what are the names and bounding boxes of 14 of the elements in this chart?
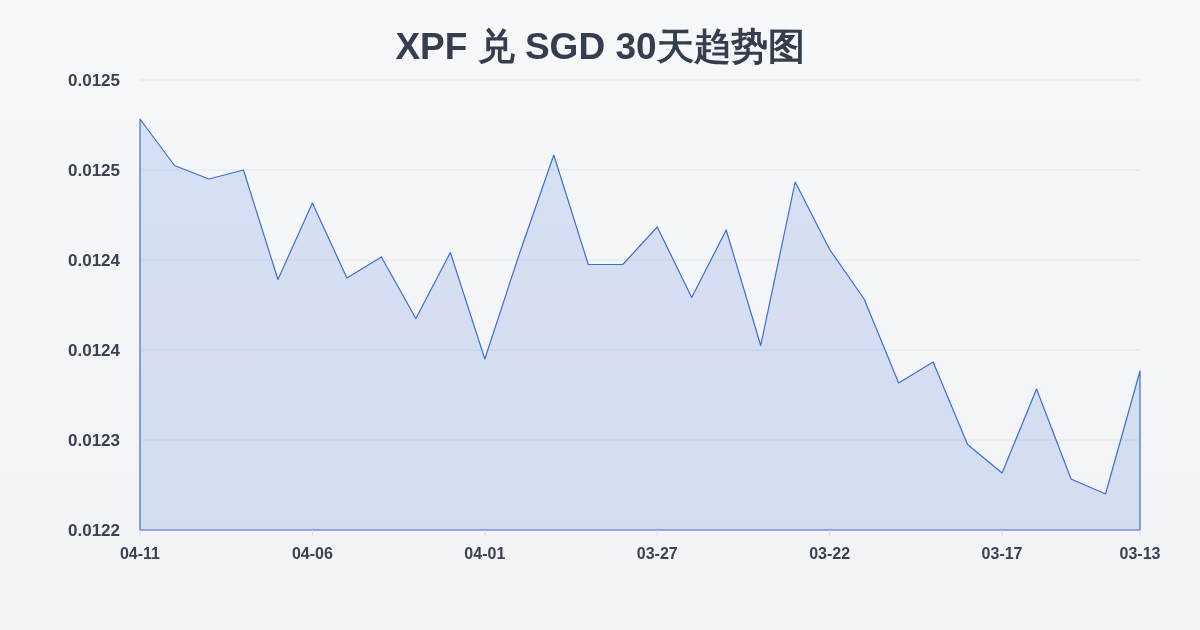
x-tick-label: 04-06 [291, 544, 333, 562]
x-tick-label: 03-27 [636, 544, 678, 562]
x-tick-label: 03-17 [981, 544, 1023, 562]
y-tick-label: 0.0124 [68, 340, 121, 360]
chart-title: XPF 兑 SGD 30天趋势图 [395, 25, 805, 67]
x-tick-label: 04-11 [119, 544, 161, 562]
x-tick-label: 03-22 [809, 544, 851, 562]
y-tick-label: 0.0124 [68, 250, 121, 270]
y-tick-label: 0.0123 [68, 430, 120, 450]
x-tick-label: 04-01 [464, 544, 506, 562]
y-tick-label: 0.0122 [68, 520, 120, 540]
y-tick-label: 0.0125 [68, 70, 120, 90]
x-tick-label: 03-13 [1119, 544, 1161, 562]
y-tick-label: 0.0125 [68, 160, 120, 180]
